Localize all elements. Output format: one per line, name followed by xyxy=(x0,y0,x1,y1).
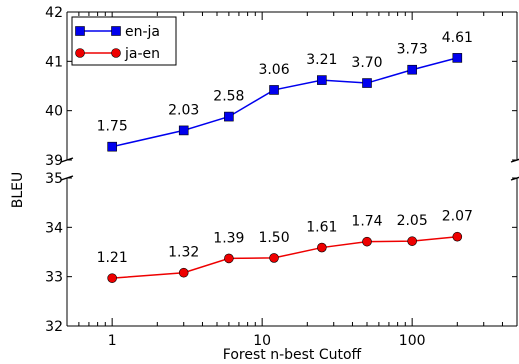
y-tick-label: 32 xyxy=(45,319,63,335)
chart-panels: 39 40 41 42 32 33 34 35 1 10 100 xyxy=(45,5,519,349)
y-tick-label: 35 xyxy=(45,171,63,187)
data-point-ja-en xyxy=(452,231,463,242)
legend: en-ja ja-en xyxy=(71,16,177,66)
data-point-ja-en xyxy=(407,236,417,246)
data-point-ja-en xyxy=(224,253,234,264)
data-point-en-ja xyxy=(317,75,327,85)
series-layer: 1.75 2.03 2.58 3.06 3.21 3.70 3.73 4.61 1.21 1.32… xyxy=(97,30,473,283)
x-tick-label: 100 xyxy=(399,333,426,349)
y-tick-label: 34 xyxy=(45,220,63,236)
axis-break-mark xyxy=(60,157,74,163)
y-tick-label: 33 xyxy=(45,270,63,286)
data-label-en-ja: 3.06 xyxy=(258,62,289,78)
data-point-ja-en xyxy=(107,273,117,283)
legend-marker-ja-en xyxy=(75,48,85,58)
data-point-en-ja xyxy=(178,125,189,136)
data-label-ja-en: 1.50 xyxy=(258,230,289,246)
data-label-en-ja: 2.03 xyxy=(168,102,199,118)
data-label-en-ja: 3.21 xyxy=(306,52,337,68)
data-point-ja-en xyxy=(362,236,372,247)
data-point-en-ja xyxy=(362,78,372,88)
data-point-ja-en xyxy=(269,253,279,263)
y-tick-label: 39 xyxy=(45,153,63,169)
data-point-ja-en xyxy=(317,242,327,253)
series-line-ja-en xyxy=(112,235,458,279)
data-point-en-ja xyxy=(452,53,463,63)
y-axis-label: BLEU xyxy=(10,172,26,209)
x-axis-label: Forest n-best Cutoff xyxy=(223,347,362,363)
y-tick-label: 42 xyxy=(45,5,63,21)
data-label-ja-en: 1.61 xyxy=(306,220,337,236)
legend-box xyxy=(71,16,177,66)
legend-label-ja-en: ja-en xyxy=(124,46,160,62)
data-label-en-ja: 3.73 xyxy=(397,42,428,58)
data-point-en-ja xyxy=(107,141,117,152)
data-label-en-ja: 1.75 xyxy=(97,119,128,135)
legend-marker-en-ja xyxy=(111,26,121,36)
data-label-en-ja: 3.70 xyxy=(351,55,382,71)
data-label-ja-en: 2.05 xyxy=(397,213,428,229)
legend-marker-en-ja xyxy=(75,26,85,36)
legend-label-en-ja: en-ja xyxy=(125,24,160,40)
data-point-ja-en xyxy=(178,267,189,278)
data-point-en-ja xyxy=(269,85,279,95)
axis-break-mark xyxy=(510,158,519,163)
x-tick-label: 10 xyxy=(253,333,271,349)
data-label-ja-en: 1.32 xyxy=(168,245,199,261)
data-point-en-ja xyxy=(407,64,417,75)
data-label-en-ja: 4.61 xyxy=(442,30,473,46)
axis-break-mark xyxy=(510,176,519,181)
legend-marker-ja-en xyxy=(111,48,121,58)
data-point-en-ja xyxy=(224,111,234,122)
data-label-ja-en: 1.74 xyxy=(351,214,382,230)
data-label-ja-en: 1.21 xyxy=(97,250,128,266)
data-label-en-ja: 2.58 xyxy=(213,89,244,105)
series-line-en-ja xyxy=(111,57,458,148)
data-label-ja-en: 1.39 xyxy=(213,230,244,246)
y-tick-label: 41 xyxy=(45,54,63,70)
data-label-ja-en: 2.07 xyxy=(442,209,473,225)
y-tick-label: 40 xyxy=(45,104,63,120)
axis-break-mark xyxy=(60,175,74,181)
x-tick-label: 1 xyxy=(108,333,117,349)
